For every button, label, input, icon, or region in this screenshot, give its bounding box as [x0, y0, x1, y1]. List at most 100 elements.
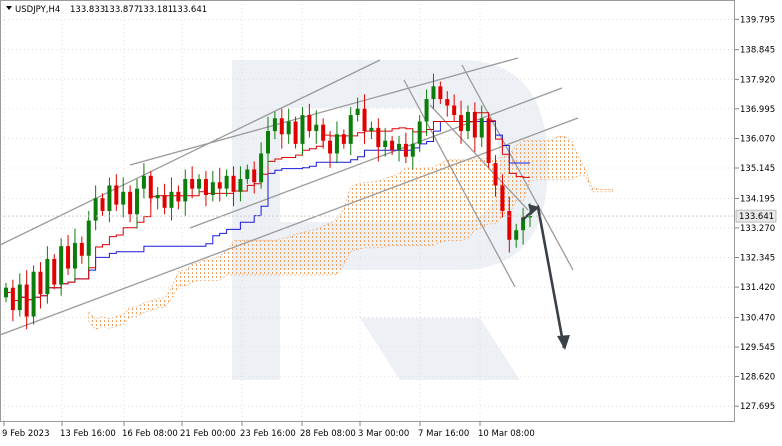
grid-lines — [0, 0, 735, 422]
cloud-area — [88, 136, 613, 330]
candle-body — [217, 182, 222, 189]
trend-line[interactable] — [0, 59, 381, 246]
candle-body — [307, 115, 312, 132]
x-tick-label: 13 Feb 16:00 — [60, 429, 116, 439]
trend-lines — [0, 57, 579, 336]
symbol-label: USDJPY,H4 — [15, 5, 60, 15]
forecast-arrow — [521, 204, 570, 350]
candle-body — [293, 121, 298, 144]
x-tick-label: 21 Feb 00:00 — [180, 429, 236, 439]
ohlc-open: 133.833 — [70, 5, 105, 15]
time-axis[interactable]: 9 Feb 2023 13 Feb 16:00 16 Feb 08:00 21 Feb… — [2, 422, 535, 439]
y-tick-label: 136.070 — [740, 134, 775, 144]
candle-body — [314, 124, 319, 132]
candle-body — [390, 140, 395, 151]
ohlc-close: 133.641 — [172, 5, 207, 15]
candle-body — [286, 121, 291, 135]
candle-body — [376, 127, 381, 148]
trend-line[interactable] — [0, 117, 579, 336]
tenkan-line — [6, 112, 530, 301]
x-tick-label: 7 Mar 16:00 — [418, 429, 469, 439]
x-tick-label: 28 Feb 08:00 — [300, 429, 356, 439]
candle-body — [507, 211, 512, 240]
candle-body — [452, 105, 457, 116]
candle-body — [528, 216, 532, 218]
candle-body — [72, 242, 77, 269]
candle-body — [121, 191, 126, 205]
candle-body — [397, 143, 401, 151]
y-tick-label: 133.270 — [740, 224, 775, 234]
y-tick-label: 132.345 — [740, 254, 775, 264]
triangle-down-icon[interactable] — [6, 6, 12, 10]
candle-body — [521, 217, 526, 231]
candle-body — [369, 127, 374, 132]
candle-body — [486, 118, 491, 164]
candle-body — [100, 198, 105, 211]
price-axis[interactable]: 139.795 138.845 137.920 136.995 136.070 135.1… — [735, 15, 775, 412]
arrow-head-icon — [528, 204, 539, 215]
candle-body — [176, 191, 181, 202]
candle-body — [52, 258, 57, 285]
y-tick-label: 134.195 — [740, 194, 775, 204]
candle-body — [93, 198, 98, 221]
ohlc-low: 133.181 — [138, 5, 173, 15]
x-tick-label: 10 Mar 08:00 — [478, 429, 535, 439]
candle-body — [328, 140, 333, 154]
x-tick-label: 23 Feb 16:00 — [240, 429, 296, 439]
y-tick-label: 130.470 — [740, 313, 775, 323]
trend-line[interactable] — [461, 64, 574, 271]
current-price-tag: 133.641 — [0, 209, 777, 223]
candle-body — [183, 179, 188, 202]
y-tick-label: 128.620 — [740, 373, 775, 383]
candle-body — [321, 124, 326, 141]
candle-body — [231, 175, 236, 192]
y-tick-label: 138.845 — [740, 46, 775, 56]
candle-body — [341, 134, 346, 144]
candle-body — [190, 179, 195, 189]
candle-body — [300, 115, 305, 144]
candle-body — [155, 195, 160, 199]
candle-body — [128, 191, 133, 215]
candle-body — [24, 284, 29, 317]
candle-body — [4, 287, 8, 298]
candle-body — [479, 118, 484, 138]
candle-body — [252, 169, 257, 183]
candle-body — [197, 179, 202, 189]
candle-body — [445, 99, 450, 106]
y-tick-label: 135.145 — [740, 164, 775, 174]
candle-body — [66, 246, 71, 269]
candle-body — [431, 86, 436, 100]
candle-body — [403, 143, 408, 157]
candle-body — [169, 191, 174, 208]
candle-body — [31, 271, 36, 317]
arrow-head-icon — [557, 335, 570, 350]
candle-body — [383, 140, 388, 148]
candle-body — [114, 185, 119, 205]
trend-line[interactable] — [403, 79, 516, 288]
candle-body — [10, 287, 15, 311]
candle-body — [259, 153, 264, 183]
candle-body — [79, 242, 84, 256]
candle-body — [279, 118, 284, 135]
trend-line[interactable] — [189, 87, 563, 229]
candle-body — [362, 108, 367, 132]
candle-body — [17, 284, 22, 311]
candle-body — [38, 271, 43, 295]
tenkan-sen — [6, 112, 530, 301]
candle-body — [514, 230, 519, 240]
candle-body — [141, 175, 146, 189]
candle-body — [438, 86, 443, 100]
trend-line[interactable] — [429, 104, 529, 211]
ichimoku-cloud — [88, 136, 613, 330]
candle-body — [266, 131, 270, 154]
trend-line[interactable] — [129, 57, 519, 166]
ohlc-high: 133.877 — [104, 5, 139, 15]
current-price-label: 133.641 — [739, 212, 774, 222]
y-tick-label: 131.420 — [740, 283, 775, 293]
candle-body — [410, 143, 415, 157]
candle-body — [107, 185, 112, 211]
candle-body — [348, 115, 353, 144]
candle-body — [86, 220, 91, 256]
